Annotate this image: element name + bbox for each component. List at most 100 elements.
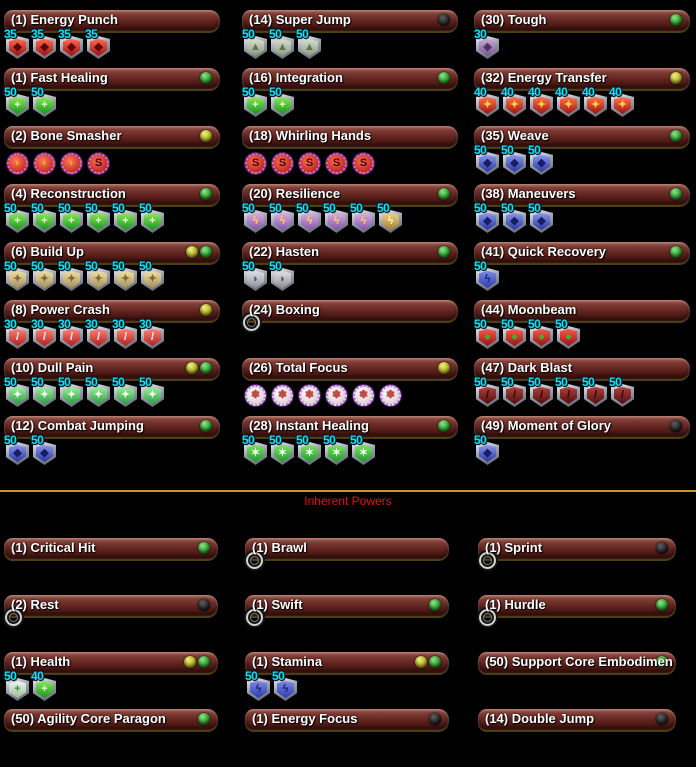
power-led-green[interactable] <box>670 188 682 200</box>
power-led-green[interactable] <box>656 656 668 668</box>
power-bar[interactable]: (50) Agility Core Paragon <box>4 709 218 730</box>
power-led-green[interactable] <box>198 713 210 725</box>
enhancement-slot[interactable] <box>245 607 268 630</box>
enhancement-slot[interactable]: 50 ϟ <box>245 669 270 701</box>
enhancement-slot[interactable]: ◗ <box>33 152 56 175</box>
enhancement-slot[interactable]: 50 + <box>112 201 137 233</box>
power-led-green[interactable] <box>438 246 450 258</box>
enhancement-slot[interactable]: 50 ✦ <box>112 375 137 407</box>
enhancement-slot[interactable]: S <box>298 152 321 175</box>
power-led-yellow[interactable] <box>186 362 198 374</box>
enhancement-slot[interactable]: 50 ◆ <box>528 143 553 175</box>
power-led-yellow[interactable] <box>415 656 427 668</box>
enhancement-slot[interactable]: 50 ✦ <box>4 375 29 407</box>
enhancement-slot[interactable]: 50/ <box>609 375 634 407</box>
enhancement-slot[interactable] <box>478 607 501 630</box>
enhancement-slot[interactable] <box>242 312 265 335</box>
enhancement-slot[interactable]: 50 + <box>4 201 29 233</box>
enhancement-slot[interactable]: 50 + <box>31 201 56 233</box>
enhancement-slot[interactable] <box>4 607 27 630</box>
power-bar[interactable]: (22) Hasten <box>242 242 458 263</box>
power-bar[interactable]: (35) Weave <box>474 126 690 147</box>
enhancement-slot[interactable]: 40 ✦ <box>474 85 499 117</box>
power-bar[interactable]: (41) Quick Recovery <box>474 242 690 263</box>
enhancement-slot[interactable]: ✽ <box>244 384 267 407</box>
enhancement-slot[interactable]: 50 ● <box>501 317 526 349</box>
power-bar[interactable]: (44) Moonbeam <box>474 300 690 321</box>
enhancement-slot[interactable]: 50 ● <box>474 317 499 349</box>
power-led-green[interactable] <box>438 72 450 84</box>
enhancement-slot[interactable]: 50 + <box>31 85 56 117</box>
power-bar[interactable]: (49) Moment of Glory <box>474 416 690 437</box>
power-led-green[interactable] <box>670 246 682 258</box>
enhancement-slot[interactable]: 50 ● <box>528 317 553 349</box>
enhancement-slot[interactable]: 50 ✶ <box>323 433 348 465</box>
power-led-off[interactable] <box>670 420 682 432</box>
enhancement-slot[interactable]: 50 ϟ <box>296 201 321 233</box>
enhancement-slot[interactable]: 30/ <box>139 317 164 349</box>
enhancement-slot[interactable]: 50 ϟ <box>474 259 499 291</box>
power-led-yellow[interactable] <box>670 72 682 84</box>
enhancement-slot[interactable]: 50 ϟ <box>377 201 402 233</box>
enhancement-slot[interactable]: ✽ <box>352 384 375 407</box>
enhancement-slot[interactable]: 50 ϟ <box>272 669 297 701</box>
power-bar[interactable]: (24) Boxing <box>242 300 458 321</box>
enhancement-slot[interactable]: 50 ✶ <box>269 433 294 465</box>
enhancement-slot[interactable]: 50 ▲ <box>269 27 294 59</box>
enhancement-slot[interactable]: ✽ <box>271 384 294 407</box>
power-bar[interactable]: (30) Tough <box>474 10 690 31</box>
enhancement-slot[interactable]: 50 ▲ <box>296 27 321 59</box>
enhancement-slot[interactable]: 50 ✶ <box>350 433 375 465</box>
power-bar[interactable]: (1) Energy Focus <box>245 709 449 730</box>
power-led-green[interactable] <box>438 188 450 200</box>
power-bar[interactable]: (12) Combat Jumping <box>4 416 220 437</box>
power-led-green[interactable] <box>198 542 210 554</box>
power-bar[interactable]: (2) Bone Smasher <box>4 126 220 147</box>
enhancement-slot[interactable]: 30/ <box>31 317 56 349</box>
power-bar[interactable]: (1) Health <box>4 652 218 673</box>
enhancement-slot[interactable]: 50 ✦ <box>139 259 164 291</box>
enhancement-slot[interactable]: S <box>87 152 110 175</box>
enhancement-slot[interactable]: 35 ◆ <box>4 27 29 59</box>
power-bar[interactable]: (10) Dull Pain <box>4 358 220 379</box>
enhancement-slot[interactable]: 40 ✦ <box>528 85 553 117</box>
power-led-green[interactable] <box>200 246 212 258</box>
power-led-green[interactable] <box>656 599 668 611</box>
enhancement-slot[interactable]: 35 ◆ <box>85 27 110 59</box>
enhancement-slot[interactable]: 30/ <box>4 317 29 349</box>
enhancement-slot[interactable]: 50 ✦ <box>58 375 83 407</box>
enhancement-slot[interactable]: 50 ϟ <box>242 201 267 233</box>
enhancement-slot[interactable]: 50 ✶ <box>242 433 267 465</box>
power-bar[interactable]: (2) Rest <box>4 595 218 616</box>
enhancement-slot[interactable]: 50 ◆ <box>31 433 56 465</box>
enhancement-slot[interactable]: 30 ◈ <box>474 27 499 59</box>
enhancement-slot[interactable]: 50 + <box>242 85 267 117</box>
power-led-green[interactable] <box>670 14 682 26</box>
power-bar[interactable]: (38) Maneuvers <box>474 184 690 205</box>
power-led-yellow[interactable] <box>438 362 450 374</box>
power-bar[interactable]: (16) Integration <box>242 68 458 89</box>
power-led-off[interactable] <box>656 713 668 725</box>
power-bar[interactable]: (1) Fast Healing <box>4 68 220 89</box>
power-bar[interactable]: (32) Energy Transfer <box>474 68 690 89</box>
enhancement-slot[interactable]: 50 ● <box>555 317 580 349</box>
enhancement-slot[interactable]: 50 ◆ <box>474 143 499 175</box>
enhancement-slot[interactable]: 50 ✦ <box>31 375 56 407</box>
enhancement-slot[interactable] <box>478 550 501 573</box>
enhancement-slot[interactable]: 50 ϟ <box>323 201 348 233</box>
enhancement-slot[interactable]: 50 ✦ <box>112 259 137 291</box>
enhancement-slot[interactable]: 50 + <box>58 201 83 233</box>
power-led-green[interactable] <box>670 130 682 142</box>
enhancement-slot[interactable]: 50 ✦ <box>58 259 83 291</box>
enhancement-slot[interactable]: 50 ✶ <box>296 433 321 465</box>
power-bar[interactable]: (20) Resilience <box>242 184 458 205</box>
enhancement-slot[interactable]: 40 ✦ <box>582 85 607 117</box>
enhancement-slot[interactable]: 50 ◆ <box>501 201 526 233</box>
power-bar[interactable]: (1) Stamina <box>245 652 449 673</box>
power-led-green[interactable] <box>198 656 210 668</box>
enhancement-slot[interactable]: 50 ✦ <box>139 375 164 407</box>
power-bar[interactable]: (47) Dark Blast <box>474 358 690 379</box>
enhancement-slot[interactable]: 50 ◆ <box>501 143 526 175</box>
power-bar[interactable]: (6) Build Up <box>4 242 220 263</box>
enhancement-slot[interactable]: 50 ▲ <box>242 27 267 59</box>
